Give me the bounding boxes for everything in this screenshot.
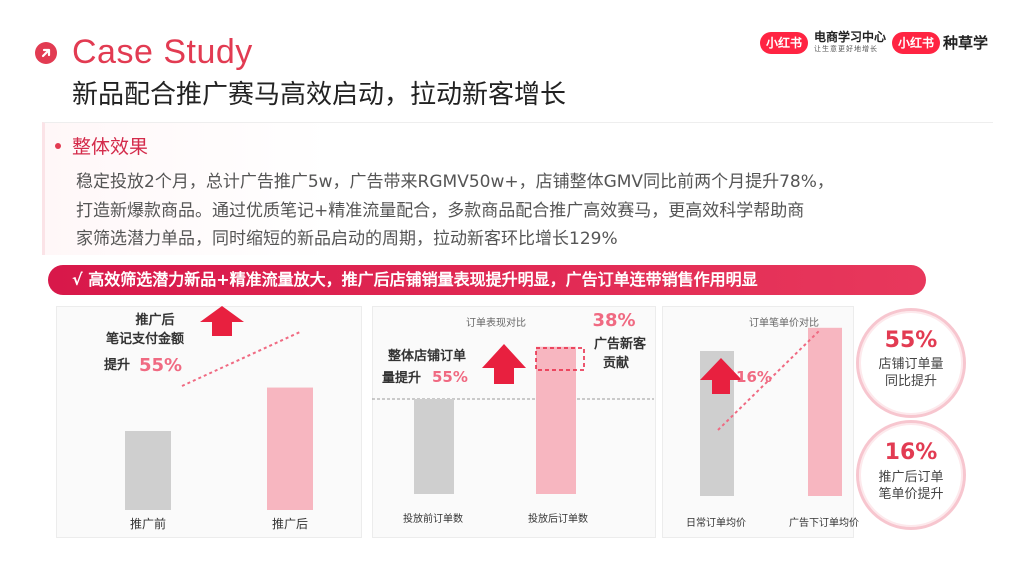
summary-section: [42, 122, 993, 255]
chart2-tick-after: 投放后订单数: [528, 512, 588, 525]
chart1-trend-line: [181, 331, 301, 387]
summary-text: 稳定投放2个月，总计广告推广5w，广告带来RGMV50w+，店铺整体GMV同比前…: [76, 168, 976, 254]
chart2-annot-pct: 55%: [432, 368, 468, 386]
chart2-side-line1: 广告新客: [594, 336, 647, 352]
chart1-bar-after: [267, 387, 313, 510]
ecommerce-center-logo-text: 电商学习中心: [814, 30, 887, 44]
chart2-side-pct: 38%: [592, 310, 635, 331]
chart1-annot-prefix: 提升: [104, 357, 130, 373]
summary-line: 稳定投放2个月，总计广告推广5w，广告带来RGMV50w+，店铺整体GMV同比前…: [76, 172, 834, 192]
chart3-tick-after: 广告下订单均价: [789, 516, 859, 529]
callout-orders-line1: 店铺订单量: [878, 357, 944, 372]
chart1-tick-after: 推广后: [272, 517, 308, 531]
page-title: Case Study: [72, 33, 253, 71]
xiaohongshu-logo-badge-2: 小红书: [892, 32, 941, 54]
case-study-icon: [35, 42, 57, 64]
callout-price-line1: 推广后订单: [878, 470, 944, 485]
callout-orders-pct: 55%: [884, 328, 938, 353]
chart2-bar-after: [536, 346, 576, 494]
chart2-ad-segment-box: [535, 347, 585, 371]
chart2-annot-line1: 整体店铺订单: [387, 348, 466, 364]
chart1-tick-before: 推广前: [130, 516, 166, 531]
chart1-bar-before: [125, 431, 171, 510]
ecommerce-center-logo-sub: 让生意更好地增长: [814, 45, 878, 53]
chart2-bar-before: [414, 399, 454, 494]
callout-circle-price: [856, 420, 966, 530]
page-subtitle: 新品配合推广赛马高效启动，拉动新客增长: [72, 80, 567, 110]
zhongcao-logo-text: 种草学: [943, 34, 989, 52]
chart1-annot-line1: 推广后: [135, 312, 174, 328]
chart3-annot-pct: 16%: [736, 368, 772, 386]
chart1-annot-pct: 55%: [139, 355, 182, 376]
callout-orders-line2: 同比提升: [884, 374, 937, 389]
chart3-bar-after: [808, 327, 842, 496]
bullet-dot-icon: [55, 143, 61, 149]
highlight-banner: [48, 265, 926, 295]
xiaohongshu-logo-badge: 小红书: [760, 32, 809, 54]
chart2-title: 订单表现对比: [466, 316, 526, 329]
chart2-up-arrow-icon: [482, 344, 526, 384]
chart1-annot-line2: 笔记支付金额: [106, 331, 184, 347]
section-title: 整体效果: [72, 136, 149, 158]
banner-text: √ 高效筛选潜力新品+精准流量放大，推广后店铺销量表现提升明显，广告订单连带销售…: [72, 270, 758, 289]
summary-line: 打造新爆款商品。通过优质笔记+精准流量配合，多款商品配合推广高效赛马，更高效科学…: [76, 200, 805, 221]
chart2-side-line2: 贡献: [603, 355, 629, 371]
callout-price-line2: 笔单价提升: [878, 487, 944, 502]
chart3-tick-before: 日常订单均价: [686, 516, 746, 529]
chart3-up-arrow-icon: [700, 358, 742, 394]
chart2-tick-before: 投放前订单数: [403, 512, 463, 525]
callout-circle-orders: [856, 308, 966, 418]
chart3-title: 订单笔单价对比: [749, 316, 819, 329]
summary-line: 家筛选潜力单品，同时缩短的新品启动的周期，拉动新客环比增长129%: [76, 229, 618, 249]
chart2-annot-prefix: 量提升: [382, 370, 421, 386]
callout-price-pct: 16%: [884, 440, 938, 465]
chart1-up-arrow-icon: [200, 306, 244, 336]
